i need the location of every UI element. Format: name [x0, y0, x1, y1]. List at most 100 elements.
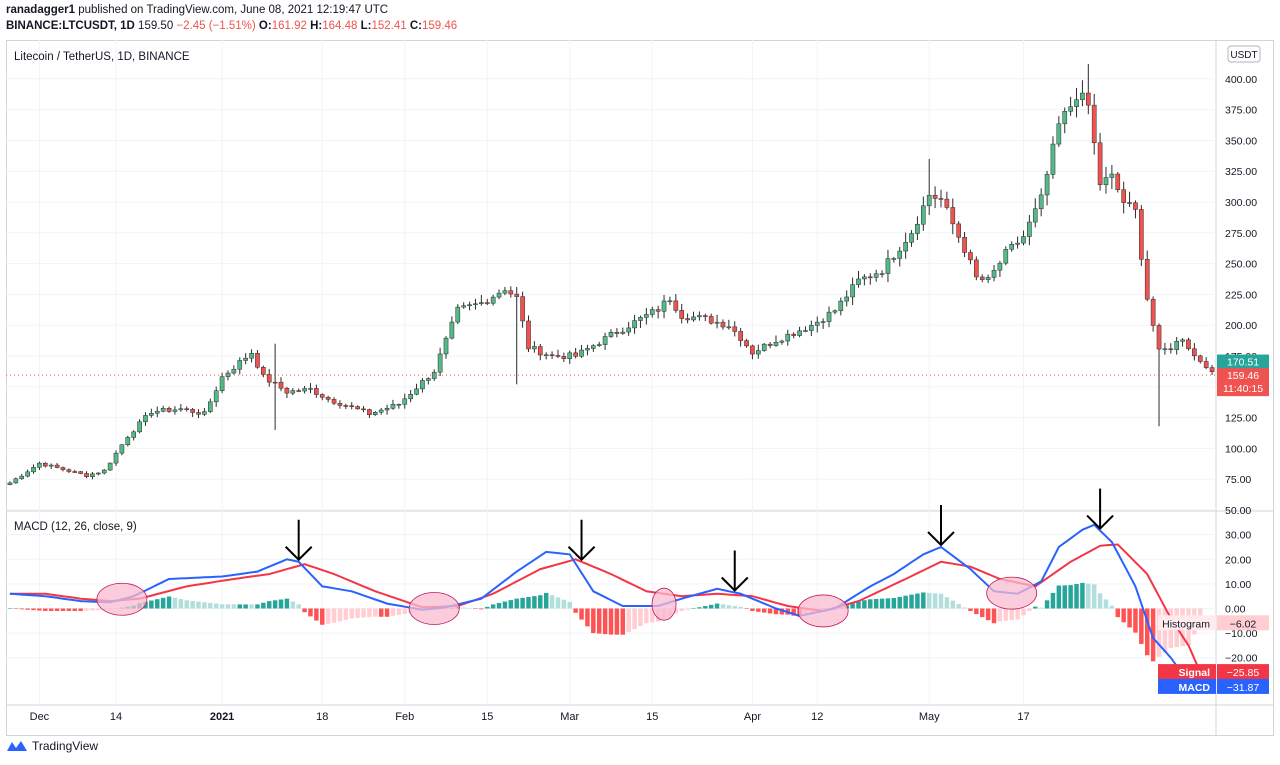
candle-up: [101, 469, 107, 474]
candle-up: [608, 331, 614, 337]
crossover-ellipse: [986, 576, 1038, 610]
candle-down: [614, 331, 620, 334]
candle-up: [862, 276, 867, 280]
histogram-bar: [555, 597, 561, 609]
down-arrow-icon: [721, 550, 749, 592]
candle-down: [1197, 355, 1203, 362]
histogram-bar: [591, 608, 596, 634]
candle-up: [997, 262, 1003, 271]
histogram-bar: [750, 608, 755, 611]
histogram-bar: [1074, 584, 1079, 609]
candle-down: [514, 293, 520, 297]
candle-up: [37, 462, 42, 468]
candle-down: [78, 471, 83, 474]
histogram-bar: [873, 598, 879, 609]
histogram-bar: [862, 600, 867, 609]
histogram-bar: [897, 596, 902, 609]
crossover-ellipse: [408, 592, 460, 625]
candle-up: [1050, 143, 1056, 175]
candle-down: [314, 388, 319, 395]
histogram-bar: [1133, 608, 1138, 633]
histogram-bar: [632, 608, 637, 630]
macd-legend-value-box: [1217, 615, 1269, 631]
candle-up: [915, 223, 920, 234]
candle-up: [479, 302, 484, 304]
histogram-bar: [84, 608, 89, 611]
histogram-bar: [461, 607, 466, 609]
histogram-bar: [320, 608, 325, 625]
candle-down: [319, 394, 325, 398]
price-label-text: 170.51: [1227, 357, 1259, 369]
candle-up: [308, 388, 313, 390]
time-tick-label: Apr: [744, 711, 761, 723]
histogram-bar: [1027, 608, 1032, 611]
candle-up: [178, 408, 184, 411]
histogram-bar: [720, 604, 726, 609]
histogram-bar: [932, 593, 938, 609]
macd-legend-value: −6.02: [1230, 618, 1257, 630]
candle-up: [96, 472, 101, 475]
histogram-bar: [1044, 600, 1050, 609]
crossover-ellipse: [96, 582, 148, 616]
candle-up: [213, 390, 219, 403]
histogram-bar: [72, 608, 78, 611]
macd-legend-name-box: [1158, 678, 1216, 694]
histogram-bar: [756, 608, 761, 612]
candle-down: [337, 403, 343, 406]
macd-pane-title: MACD (12, 26, close, 9): [14, 521, 137, 533]
close-label: C:: [409, 20, 423, 32]
price-label-box: [1217, 368, 1269, 397]
candle-up: [1080, 92, 1085, 100]
histogram-bar: [19, 608, 24, 610]
histogram-bar: [921, 592, 926, 609]
candle-up: [543, 354, 549, 357]
price-tick-label: 250.00: [1225, 259, 1257, 271]
time-tick-label: 18: [316, 711, 328, 723]
candle-down: [979, 276, 985, 280]
histogram-bar: [985, 608, 991, 621]
histogram-bar: [614, 608, 620, 635]
candle-up: [473, 303, 478, 306]
candle-up: [985, 277, 991, 280]
histogram-bar: [1033, 606, 1038, 609]
candle-up: [926, 195, 932, 207]
tradingview-footer[interactable]: TradingView: [6, 739, 98, 753]
candle-up: [567, 352, 573, 359]
price-tick-label: 400.00: [1225, 74, 1257, 86]
histogram-bar: [296, 604, 301, 609]
candle-up: [785, 333, 791, 342]
candle-down: [767, 343, 773, 346]
histogram-bar: [166, 596, 172, 609]
candle-down: [791, 333, 796, 336]
candle-down: [968, 252, 973, 261]
time-tick-label: 2021: [210, 711, 234, 723]
histogram-bar: [231, 604, 237, 609]
candle-up: [803, 330, 808, 332]
symbol-label[interactable]: BINANCE:LTCUSDT, 1D: [6, 20, 135, 32]
candle-up: [1056, 123, 1062, 145]
candle-up: [414, 388, 419, 395]
candle-up: [809, 325, 814, 331]
candle-down: [1144, 258, 1150, 300]
candle-up: [1162, 348, 1168, 351]
candle-up: [1015, 242, 1020, 245]
candle-up: [443, 337, 449, 355]
histogram-bar: [496, 602, 502, 609]
candle-up: [1180, 339, 1185, 342]
histogram-bar: [467, 608, 472, 609]
publisher-name[interactable]: ranadagger1: [6, 4, 76, 16]
candle-down: [974, 259, 979, 278]
candle-up: [591, 345, 596, 349]
price-tick-label: 125.00: [1225, 413, 1257, 425]
histogram-bar: [96, 608, 101, 611]
candle-up: [826, 311, 832, 322]
histogram-bar: [543, 592, 549, 609]
candle-up: [779, 340, 785, 343]
macd-tick-label: 10.00: [1225, 579, 1251, 591]
candle-up: [620, 331, 626, 334]
histogram-bar: [225, 604, 231, 609]
histogram-bar: [685, 608, 690, 610]
histogram-bar: [779, 608, 785, 615]
histogram-bar: [879, 598, 885, 609]
